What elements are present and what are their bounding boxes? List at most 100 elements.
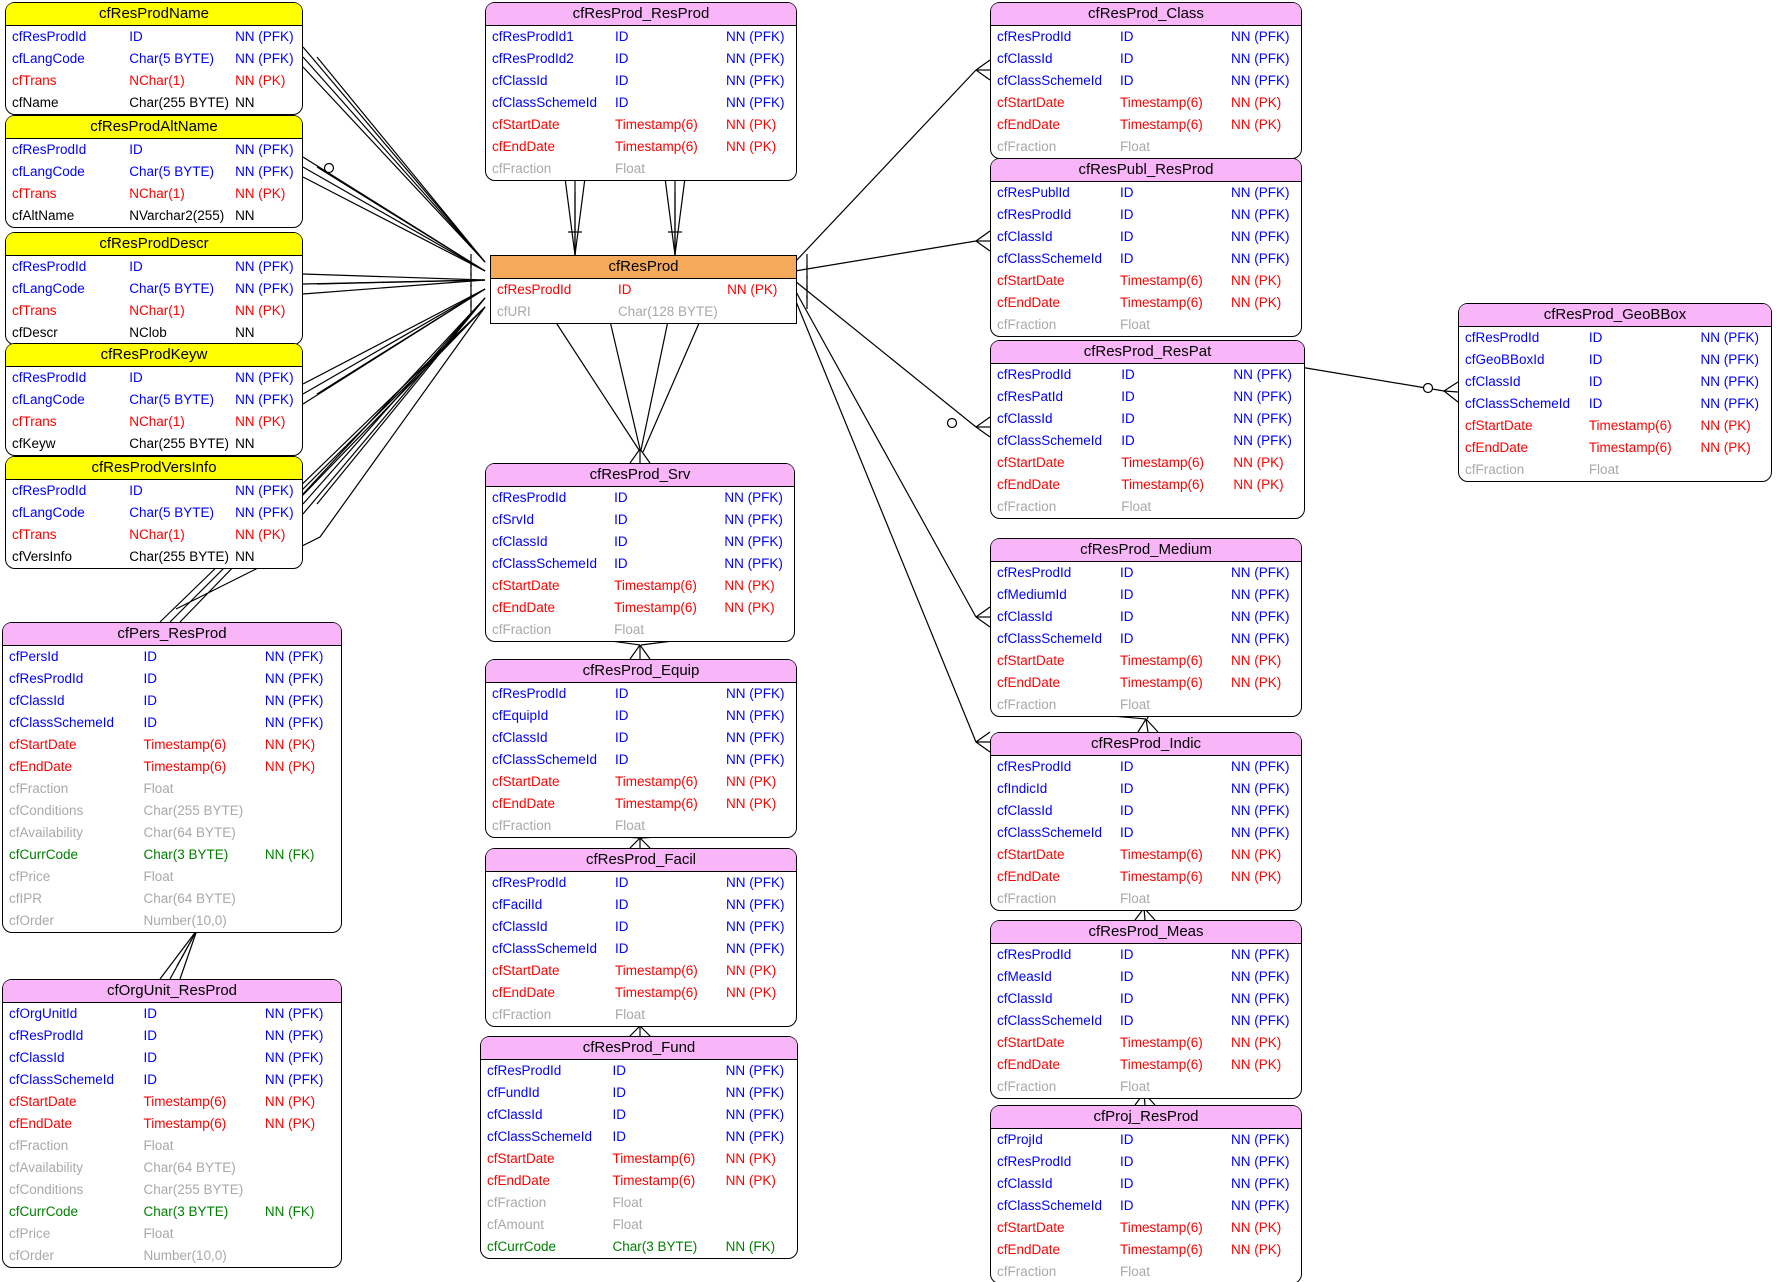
table-cfResProd_Indic[interactable]: cfResProd_Indic cfResProdId ID NN (PFK) cfIn… xyxy=(990,732,1302,911)
table-row: cfFraction Float xyxy=(3,778,341,800)
column-type: NChar(1) xyxy=(129,303,185,318)
table-title-cfResProd_ResPat[interactable]: cfResProd_ResPat xyxy=(991,341,1304,364)
column-type: Timestamp(6) xyxy=(1120,847,1203,862)
column-name: cfLangCode xyxy=(12,164,85,179)
table-cfResProdDescr[interactable]: cfResProdDescr cfResProdId ID NN (PFK) cfLan… xyxy=(5,232,303,345)
column-constraint: NN (PFK) xyxy=(1231,1132,1290,1147)
table-row: cfClassId ID NN (PFK) xyxy=(991,408,1304,430)
table-title-cfProj_ResProd[interactable]: cfProj_ResProd xyxy=(991,1106,1301,1129)
column-constraint xyxy=(726,1192,793,1214)
column-name: cfClassId xyxy=(9,1050,65,1065)
table-row: cfLangCode Char(5 BYTE) NN (PFK) xyxy=(6,48,302,70)
column-constraint: NN (PFK) xyxy=(725,1063,785,1078)
table-title-cfResProd_Srv[interactable]: cfResProd_Srv xyxy=(486,464,794,487)
table-cfResProdVersInfo[interactable]: cfResProdVersInfo cfResProdId ID NN (PFK) cf… xyxy=(5,456,303,569)
column-constraint: NN (PFK) xyxy=(235,505,294,520)
column-type: NChar(1) xyxy=(129,73,185,88)
table-title-cfResProd_Meas[interactable]: cfResProd_Meas xyxy=(991,921,1301,944)
table-row: cfClassId ID NN (PFK) xyxy=(1459,371,1771,393)
table-title-cfResProdKeyw[interactable]: cfResProdKeyw xyxy=(6,344,302,367)
column-name: cfClassSchemeId xyxy=(492,752,598,767)
table-row: cfURI Char(128 BYTE) xyxy=(491,301,796,323)
table-title-cfPers_ResProd[interactable]: cfPers_ResProd xyxy=(3,623,341,646)
table-row: cfResProdId ID NN (PFK) xyxy=(991,26,1301,48)
table-title-cfResProdName[interactable]: cfResProdName xyxy=(6,3,302,26)
column-name: cfClassId xyxy=(997,991,1053,1006)
relationship-line-segment xyxy=(975,426,991,438)
table-row: cfFraction Float xyxy=(486,619,794,641)
column-name: cfEndDate xyxy=(492,985,556,1000)
table-title-cfResProdAltName[interactable]: cfResProdAltName xyxy=(6,116,302,139)
column-constraint: NN (PK) xyxy=(1231,653,1282,668)
table-row: cfFundId ID NN (PFK) xyxy=(481,1082,797,1104)
table-cfResPubl_ResProd[interactable]: cfResPubl_ResProd cfResPublId ID NN (PFK) cf… xyxy=(990,158,1302,337)
column-constraint: NN (PFK) xyxy=(726,941,785,956)
table-row: cfClassSchemeId ID NN (PFK) xyxy=(991,430,1304,452)
relationship-line-segment xyxy=(975,616,991,628)
column-constraint: NN (PK) xyxy=(235,414,286,429)
table-title-cfResProd_GeoBBox[interactable]: cfResProd_GeoBBox xyxy=(1459,304,1771,327)
relationship-line xyxy=(554,320,640,451)
table-row: cfResProdId ID NN (PFK) xyxy=(1459,327,1771,349)
table-title-cfResProd_ResProd[interactable]: cfResProd_ResProd xyxy=(486,3,796,26)
table-cfResProd_Facil[interactable]: cfResProd_Facil cfResProdId ID NN (PFK) cfFa… xyxy=(485,848,797,1027)
column-name: cfFundId xyxy=(487,1085,540,1100)
relationship-line-segment xyxy=(159,929,198,980)
table-cfResProd_Medium[interactable]: cfResProd_Medium cfResProdId ID NN (PFK) cfM… xyxy=(990,538,1302,717)
relationship-line-segment xyxy=(159,306,486,623)
table-row: cfPrice Float xyxy=(3,866,341,888)
table-title-cfResProd[interactable]: cfResProd xyxy=(491,256,796,279)
table-row: cfIndicId ID NN (PFK) xyxy=(991,778,1301,800)
relationship-line-segment xyxy=(302,56,486,263)
table-title-cfResProd_Class[interactable]: cfResProd_Class xyxy=(991,3,1301,26)
table-row: cfResProdId ID NN (PFK) xyxy=(991,1151,1301,1173)
table-cfOrgUnit_ResProd[interactable]: cfOrgUnit_ResProd cfOrgUnitId ID NN (PFK) cf… xyxy=(2,979,342,1268)
column-name: cfClassId xyxy=(492,730,548,745)
column-type: Timestamp(6) xyxy=(614,600,697,615)
table-cfPers_ResProd[interactable]: cfPers_ResProd cfPersId ID NN (PFK) cfResPro… xyxy=(2,622,342,933)
table-row: cfEndDate Timestamp(6) NN (PK) xyxy=(486,597,794,619)
table-cfResProdAltName[interactable]: cfResProdAltName cfResProdId ID NN (PFK) cfL… xyxy=(5,115,303,228)
column-name: cfEndDate xyxy=(997,295,1061,310)
table-cfResProdKeyw[interactable]: cfResProdKeyw cfResProdId ID NN (PFK) cfLang… xyxy=(5,343,303,456)
table-cfResProd_ResPat[interactable]: cfResProd_ResPat cfResProdId ID NN (PFK) cfR… xyxy=(990,340,1305,519)
column-name: cfClassId xyxy=(997,1176,1053,1191)
column-type: ID xyxy=(1120,565,1134,580)
column-type: Number(10,0) xyxy=(143,913,227,928)
column-name: cfResProdId xyxy=(12,142,87,157)
table-title-cfOrgUnit_ResProd[interactable]: cfOrgUnit_ResProd xyxy=(3,980,341,1003)
column-constraint: NN (PK) xyxy=(1231,295,1282,310)
column-name: cfPrice xyxy=(9,1226,51,1241)
table-cfResProd_GeoBBox[interactable]: cfResProd_GeoBBox cfResProdId ID NN (PFK) cf… xyxy=(1458,303,1772,482)
table-cfResProd[interactable]: cfResProd cfResProdId ID NN (PK) cfURI Char(1… xyxy=(490,255,797,324)
table-row: cfResProdId ID NN (PFK) xyxy=(991,756,1301,778)
column-type: Timestamp(6) xyxy=(615,774,698,789)
table-row: cfClassId ID NN (PFK) xyxy=(3,690,341,712)
table-cfResProd_Fund[interactable]: cfResProd_Fund cfResProdId ID NN (PFK) cfFun… xyxy=(480,1036,798,1259)
table-title-cfResProdVersInfo[interactable]: cfResProdVersInfo xyxy=(6,457,302,480)
table-cfResProd_Srv[interactable]: cfResProd_Srv cfResProdId ID NN (PFK) cfSrvI… xyxy=(485,463,795,642)
column-type: ID xyxy=(129,142,143,157)
table-title-cfResProd_Facil[interactable]: cfResProd_Facil xyxy=(486,849,796,872)
table-cfResProd_ResProd[interactable]: cfResProd_ResProd cfResProdId1 ID NN (PFK) c… xyxy=(485,2,797,181)
table-title-cfResProd_Fund[interactable]: cfResProd_Fund xyxy=(481,1037,797,1060)
table-title-cfResProdDescr[interactable]: cfResProdDescr xyxy=(6,233,302,256)
table-cfResProd_Class[interactable]: cfResProd_Class cfResProdId ID NN (PFK) cfCl… xyxy=(990,2,1302,159)
column-constraint: NN (PK) xyxy=(235,527,286,542)
table-cfResProd_Equip[interactable]: cfResProd_Equip cfResProdId ID NN (PFK) cfEq… xyxy=(485,659,797,838)
table-title-cfResProd_Indic[interactable]: cfResProd_Indic xyxy=(991,733,1301,756)
table-title-cfResPubl_ResProd[interactable]: cfResPubl_ResProd xyxy=(991,159,1301,182)
table-cfProj_ResProd[interactable]: cfProj_ResProd cfProjId ID NN (PFK) cfResPro… xyxy=(990,1105,1302,1282)
column-type: Char(255 BYTE) xyxy=(143,803,244,818)
column-name: cfFacilId xyxy=(492,897,543,912)
column-constraint: NN (PFK) xyxy=(1231,587,1290,602)
table-title-cfResProd_Medium[interactable]: cfResProd_Medium xyxy=(991,539,1301,562)
column-type: ID xyxy=(615,686,629,701)
table-title-cfResProd_Equip[interactable]: cfResProd_Equip xyxy=(486,660,796,683)
table-cfResProdName[interactable]: cfResProdName cfResProdId ID NN (PFK) cfLang… xyxy=(5,2,303,115)
table-row: cfAmount Float xyxy=(481,1214,797,1236)
table-cfResProd_Meas[interactable]: cfResProd_Meas cfResProdId ID NN (PFK) cfMea… xyxy=(990,920,1302,1099)
column-type: Timestamp(6) xyxy=(612,1173,696,1188)
column-type: Timestamp(6) xyxy=(143,759,227,774)
column-type: Float xyxy=(1120,1079,1151,1094)
